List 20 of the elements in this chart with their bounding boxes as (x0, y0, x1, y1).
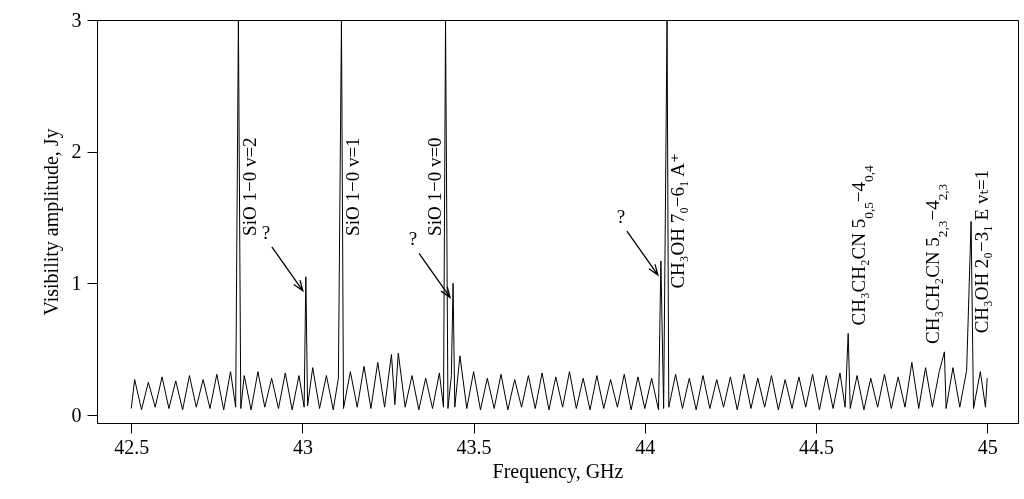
x-tick-label: 43 (292, 435, 313, 458)
annotation: CH₃OH 7₀−6₁ A⁺ (667, 152, 689, 289)
y-tick-label: 2 (71, 140, 82, 163)
x-tick-label: 44 (635, 435, 656, 458)
y-tick-label: 0 (71, 403, 82, 426)
annotation: ? (408, 228, 418, 250)
x-tick-label: 42.5 (114, 435, 150, 458)
y-tick-label: 3 (71, 8, 82, 31)
annotation: CH₃OH 2₀−3₁ E vₜ=1 (971, 169, 993, 334)
y-axis-title: Visibility amplitude, Jy (39, 128, 63, 316)
annotation: ? (616, 206, 626, 228)
x-tick-label: 44.5 (799, 435, 834, 458)
annotation: SiO 1−0 v=0 (423, 137, 445, 236)
annotation: ? (261, 221, 271, 243)
x-tick-label: 43.5 (456, 435, 492, 458)
y-tick-label: 1 (71, 271, 82, 294)
annotation: SiO 1−0 v=1 (341, 137, 363, 236)
x-tick-label: 45 (977, 435, 998, 458)
annotation: SiO 1−0 v=2 (238, 137, 260, 236)
x-axis-title: Frequency, GHz (492, 459, 624, 483)
